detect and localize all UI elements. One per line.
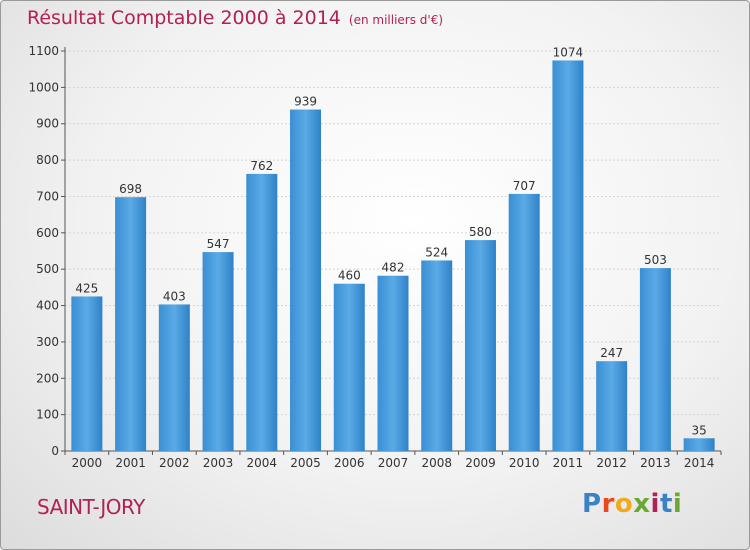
x-tick-label: 2011 (553, 456, 584, 470)
brand-letter: t (659, 489, 673, 519)
data-label: 482 (382, 261, 405, 275)
data-label: 580 (469, 225, 492, 239)
x-tick-label: 2013 (640, 456, 671, 470)
bar (115, 197, 147, 451)
y-tick-label: 100 (36, 408, 59, 422)
bar (202, 252, 234, 451)
data-label: 707 (513, 179, 536, 193)
brand-letter: x (633, 489, 651, 519)
labels: 0 100 200 300 400 500 600 700 800 900 1000 1100 425 2… (28, 44, 714, 470)
data-label: 503 (644, 253, 667, 267)
bar (508, 193, 540, 451)
x-tick-label: 2001 (115, 456, 146, 470)
y-tick-label: 200 (36, 371, 59, 385)
y-tick-label: 700 (36, 189, 59, 203)
x-tick-label: 2000 (72, 456, 103, 470)
y-tick-label: 0 (51, 444, 59, 458)
data-label: 939 (294, 95, 317, 109)
bar (290, 109, 322, 451)
location-name: SAINT-JORY (37, 495, 145, 519)
x-tick-label: 2007 (378, 456, 409, 470)
data-label: 762 (250, 159, 273, 173)
data-label: 403 (163, 289, 186, 303)
bars (71, 60, 715, 452)
data-label: 698 (119, 182, 142, 196)
brand-letter: P (582, 489, 602, 519)
chart-title: Résultat Comptable 2000 à 2014 (en millie… (27, 7, 443, 29)
x-tick-label: 2010 (509, 456, 540, 470)
y-tick-label: 900 (36, 117, 59, 131)
bar (333, 283, 365, 451)
brand-letter: r (601, 489, 615, 519)
chart-unit: (en milliers d'€) (348, 13, 444, 27)
chart-title-text: Résultat Comptable 2000 à 2014 (27, 7, 341, 29)
x-tick-label: 2004 (247, 456, 278, 470)
x-tick-label: 2008 (421, 456, 452, 470)
bar (246, 173, 278, 451)
x-tick-label: 2009 (465, 456, 496, 470)
bar (377, 275, 409, 451)
x-tick-label: 2005 (290, 456, 321, 470)
y-tick-label: 500 (36, 262, 59, 276)
data-label: 425 (75, 281, 98, 295)
data-label: 460 (338, 269, 361, 283)
y-tick-label: 400 (36, 299, 59, 313)
bar (683, 438, 715, 451)
x-tick-label: 2006 (334, 456, 365, 470)
bar (71, 296, 103, 451)
y-tick-label: 600 (36, 226, 59, 240)
brand-letter: i (672, 489, 683, 519)
bar (421, 260, 453, 451)
x-tick-label: 2002 (159, 456, 190, 470)
x-tick-label: 2003 (203, 456, 234, 470)
y-tick-label: 1100 (28, 44, 59, 58)
y-tick-label: 1000 (28, 80, 59, 94)
y-tick-label: 800 (36, 153, 59, 167)
bar (158, 304, 190, 451)
bar (552, 60, 584, 452)
bar (464, 240, 496, 451)
brand-letter: i (650, 489, 660, 519)
x-tick-label: 2012 (596, 456, 627, 470)
bar (596, 361, 628, 451)
bar (639, 268, 671, 451)
data-label: 1074 (553, 45, 584, 59)
brand-letter: o (614, 489, 634, 519)
data-label: 524 (425, 245, 448, 259)
y-tick-label: 300 (36, 335, 59, 349)
data-label: 35 (691, 423, 706, 437)
data-label: 547 (207, 237, 230, 251)
data-label: 247 (600, 346, 623, 360)
x-tick-label: 2014 (684, 456, 715, 470)
brand-logo: Proxiti (582, 489, 682, 519)
